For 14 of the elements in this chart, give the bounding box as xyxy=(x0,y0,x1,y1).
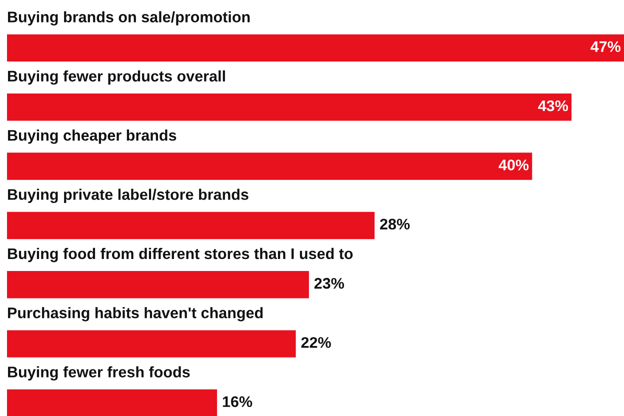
data-label: 28% xyxy=(380,218,410,230)
y-tick-label: Buying fewer fresh foods xyxy=(8,366,190,381)
data-label: 40% xyxy=(498,160,529,170)
y-tick-label: Buying brands on sale/promotion xyxy=(8,11,250,26)
y-tick-label: Buying private label/store brands xyxy=(8,188,248,204)
data-label: 22% xyxy=(301,337,331,348)
y-tick-label: Buying food from different stores than I used to xyxy=(8,248,353,262)
y-tick-label: Buying cheaper brands xyxy=(8,130,176,144)
data-label: 16% xyxy=(222,396,252,408)
y-tick-label: Purchasing habits haven't changed xyxy=(8,307,263,322)
data-label: 23% xyxy=(314,278,344,289)
data-label: 43% xyxy=(538,100,568,112)
y-tick-label: Buying fewer products overall xyxy=(8,70,225,85)
data-label: 47% xyxy=(590,41,621,52)
